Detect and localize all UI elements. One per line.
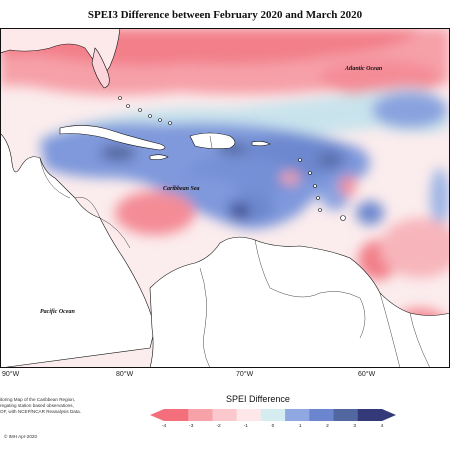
country-borders [39, 135, 431, 368]
colorbar-segment [212, 409, 238, 421]
lon-label-90w: 90°W [2, 371, 20, 378]
land [0, 28, 450, 368]
colorbar-segment [333, 409, 359, 421]
colorbar-ticks: -4 -3 -2 -1 0 1 2 3 4 [0, 424, 450, 434]
map-svg: Atlantic Ocean Caribbean Sea Pacific Oce… [0, 28, 450, 368]
colorbar-segment [236, 409, 262, 421]
colorbar-tick-label: -4 [161, 424, 167, 429]
label-atlantic-ocean: Atlantic Ocean [344, 66, 383, 72]
map-title: SPEI3 Difference between February 2020 a… [87, 9, 363, 21]
colorbar-segment [260, 409, 286, 421]
credit-text: © IMH Apr-2020 [4, 434, 38, 439]
lon-label-70w: 70°W [236, 371, 254, 378]
colorbar-arrow-left [150, 409, 164, 421]
colorbar-tick-label: 1 [298, 424, 302, 429]
lon-label-80w: 80°W [116, 371, 134, 378]
lon-label-60w: 60°W [358, 371, 376, 378]
footer-line: itoring Map of the Caribbean Region, [0, 397, 76, 402]
colorbar-tick-label: 2 [326, 424, 329, 429]
colorbar-segment [309, 409, 335, 421]
colorbar-svg [150, 409, 396, 421]
colorbar-tick-label: 0 [271, 424, 275, 429]
legend-title: SPEI Difference [226, 394, 290, 404]
colorbar-tick-label: 3 [353, 424, 357, 429]
label-caribbean-sea: Caribbean Sea [163, 186, 200, 192]
footer-notes: itoring Map of the Caribbean Region, reg… [0, 397, 90, 415]
spei-map: Atlantic Ocean Caribbean Sea Pacific Oce… [0, 28, 450, 368]
colorbar-tick-label: -1 [243, 424, 248, 429]
colorbar-segment [164, 409, 189, 421]
colorbar [148, 408, 398, 429]
colorbar-tick-label: -2 [216, 424, 221, 429]
colorbar-tick-label: 4 [380, 424, 384, 429]
colorbar-arrow-right [382, 409, 396, 421]
colorbar-segment [357, 409, 383, 421]
colorbar-segment [188, 409, 213, 421]
label-pacific-ocean: Pacific Ocean [40, 309, 75, 315]
footer-line: OF, with NCEP/NCAR Reanalysis Data. [0, 409, 81, 414]
colorbar-tick-label: -3 [189, 424, 194, 429]
colorbar-segment [285, 409, 310, 421]
footer-line: regating station based observations, [0, 403, 74, 408]
